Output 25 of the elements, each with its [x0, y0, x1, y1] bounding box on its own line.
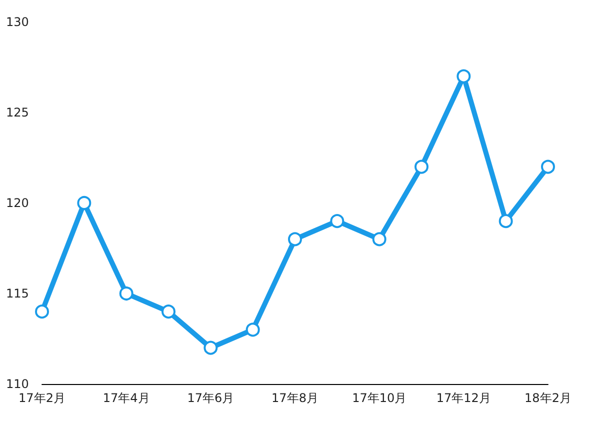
point — [372, 232, 386, 246]
point — [77, 196, 92, 210]
y-tick-label: 110 — [6, 377, 29, 391]
point — [204, 340, 218, 355]
point — [246, 322, 260, 337]
y-tick-label: 115 — [6, 286, 29, 300]
x-tick-label: 17年10月 — [352, 391, 407, 405]
x-tick-label: 17年4月 — [102, 391, 150, 405]
x-tick-label: 17年6月 — [187, 391, 234, 405]
point — [456, 69, 471, 84]
y-tick-label: 125 — [6, 106, 29, 120]
y-tick-label: 120 — [6, 196, 29, 210]
point — [162, 304, 176, 319]
point — [541, 160, 555, 174]
point — [414, 160, 428, 174]
x-tick-label: 18年2月 — [524, 391, 572, 405]
x-tick-label: 17年12月 — [436, 391, 491, 405]
y-tick-label: 130 — [6, 15, 29, 29]
point — [288, 232, 302, 246]
point — [498, 214, 513, 228]
x-tick-label: 17年2月 — [18, 391, 66, 405]
x-tick-label: 17年8月 — [272, 391, 318, 405]
point — [35, 304, 49, 319]
point — [119, 286, 134, 300]
point — [330, 214, 344, 228]
